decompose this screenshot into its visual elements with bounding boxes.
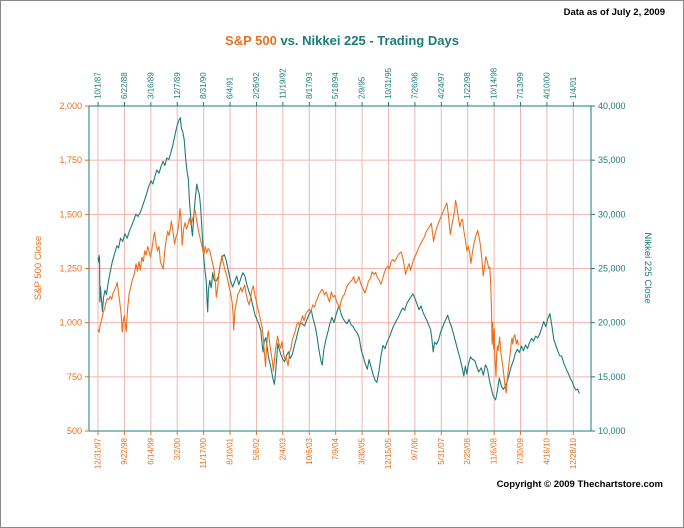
y-tick-label-right: 25,000	[598, 264, 626, 274]
chart-title-sp500: S&P 500	[225, 33, 277, 48]
y-tick-label-right: 30,000	[598, 209, 626, 219]
y-tick-label-left: 1,750	[59, 155, 82, 165]
y-tick-label-right: 10,000	[598, 426, 626, 436]
x-tick-label-bottom: 5/8/02	[252, 437, 261, 460]
x-tick-label-bottom: 9/22/98	[120, 437, 129, 464]
data-as-of-label: Data as of July 2, 2009	[563, 7, 665, 18]
x-tick-label-top: 1/22/98	[463, 72, 472, 99]
y-tick-label-right: 35,000	[598, 155, 626, 165]
x-tick-label-top: 10/1/87	[94, 72, 103, 99]
x-tick-label-bottom: 3/2/00	[173, 437, 182, 460]
copyright-label: Copyright © 2009 Thechartstore.com	[496, 479, 663, 490]
chart-title: S&P 500 vs. Nikkei 225 - Trading Days	[1, 33, 683, 48]
x-tick-label-top: 10/14/98	[490, 67, 499, 99]
x-tick-label-top: 5/18/94	[331, 72, 340, 99]
x-tick-label-bottom: 2/20/08	[463, 437, 472, 464]
y-tick-label-left: 500	[67, 426, 82, 436]
y-tick-label-left: 1,500	[59, 209, 82, 219]
y-tick-label-left: 1,000	[59, 318, 82, 328]
x-tick-label-top: 1/4/01	[569, 76, 578, 99]
x-tick-label-top: 2/26/92	[252, 72, 261, 99]
y-tick-label-right: 40,000	[598, 101, 626, 111]
y-tick-label-left: 2,000	[59, 101, 82, 111]
y-tick-label-right: 20,000	[598, 318, 626, 328]
x-tick-label-bottom: 4/16/10	[542, 437, 551, 464]
y-tick-label-right: 15,000	[598, 372, 626, 382]
x-tick-label-top: 10/31/95	[384, 67, 393, 99]
x-tick-label-top: 3/16/89	[146, 72, 155, 99]
x-tick-label-bottom: 12/28/10	[569, 437, 578, 469]
series-line-s-p-500	[97, 199, 520, 394]
x-tick-label-bottom: 2/4/03	[278, 437, 287, 460]
chart-title-nikkei: vs. Nikkei 225 - Trading Days	[276, 33, 459, 48]
y-tick-label-left: 750	[67, 372, 82, 382]
x-tick-label-bottom: 5/31/07	[437, 437, 446, 464]
y-tick-label-left: 1,250	[59, 264, 82, 274]
x-tick-label-top: 6/4/91	[226, 76, 235, 99]
x-tick-label-top: 8/31/90	[199, 72, 208, 99]
series-line-nikkei-225	[97, 117, 580, 401]
x-tick-label-top: 4/10/00	[542, 72, 551, 99]
x-tick-label-bottom: 11/17/00	[199, 437, 208, 468]
x-tick-label-bottom: 9/7/06	[410, 437, 419, 460]
y-axis-title-left: S&P 500 Close	[33, 235, 44, 301]
x-tick-label-bottom: 7/30/09	[516, 437, 525, 464]
x-tick-label-top: 7/26/96	[410, 72, 419, 99]
x-tick-label-bottom: 10/6/03	[305, 437, 314, 464]
x-tick-label-bottom: 12/15/05	[384, 437, 393, 469]
x-tick-label-top: 11/19/92	[278, 68, 287, 99]
x-tick-label-top: 8/17/93	[305, 72, 314, 99]
x-tick-label-top: 7/13/99	[516, 72, 525, 99]
x-tick-label-top: 4/24/97	[437, 72, 446, 99]
x-tick-label-bottom: 8/10/01	[226, 437, 235, 464]
x-tick-label-top: 6/22/88	[120, 72, 129, 99]
y-axis-title-right: Nikkei 225 Close	[642, 232, 653, 304]
x-tick-label-bottom: 3/30/05	[358, 437, 367, 464]
x-tick-label-bottom: 12/31/97	[94, 437, 103, 469]
x-tick-label-top: 2/9/95	[358, 76, 367, 99]
x-tick-label-bottom: 7/9/04	[331, 437, 340, 460]
x-tick-label-bottom: 11/6/08	[490, 437, 499, 464]
x-tick-label-bottom: 6/14/99	[146, 437, 155, 464]
x-tick-label-top: 12/7/89	[173, 72, 182, 99]
